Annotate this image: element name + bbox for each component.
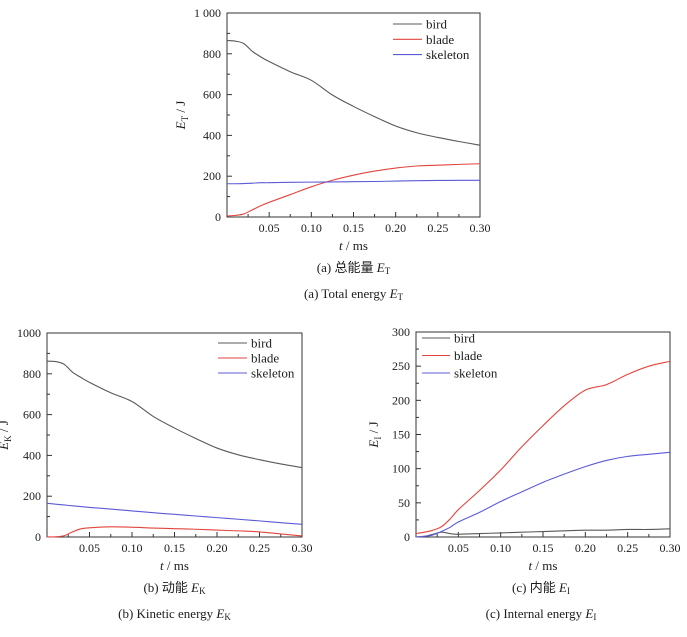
y-tick-label: 0: [215, 210, 221, 224]
x-tick-label: 0.30: [292, 541, 313, 555]
legend-label-skeleton: skeleton: [454, 366, 498, 381]
y-tick-label: 600: [203, 88, 221, 102]
x-tick-label: 0.15: [164, 541, 185, 555]
x-axis-label: t / ms: [160, 558, 189, 573]
caption-total: (a) 总能量 ET (a) Total energy ET: [227, 261, 480, 313]
y-tick-label: 400: [23, 448, 41, 462]
caption-total-zh: (a) 总能量 ET: [316, 260, 391, 276]
curve-bird: [46, 360, 303, 469]
y-axis-label: EK / J: [0, 420, 13, 451]
x-tick-label: 0.20: [575, 541, 596, 555]
y-tick-label: 50: [398, 496, 410, 510]
curve-blade: [46, 526, 303, 538]
plot-kinetic: 0.05 0.10 0.15 0.20 0.25 0.30 0 200 400 600 800 100…: [0, 326, 313, 573]
x-tick-label: 0.10: [122, 541, 143, 555]
y-tick-label: 600: [23, 408, 41, 422]
caption-internal-zh: (c) 内能 EI: [512, 580, 570, 596]
y-tick-label: 100: [392, 462, 410, 476]
caption-kinetic: (b) 动能 EK (b) Kinetic energy EK: [47, 581, 302, 633]
y-tick-label: 300: [392, 325, 410, 339]
y-tick-label: 800: [23, 367, 41, 381]
x-tick-label: 0.25: [427, 221, 448, 235]
curve-blade: [226, 163, 481, 217]
legend-label-blade: blade: [454, 348, 482, 363]
caption-kinetic-zh: (b) 动能 EK: [143, 580, 206, 596]
y-tick-label: 200: [203, 169, 221, 183]
x-tick-label: 0.25: [249, 541, 270, 555]
legend-label-skeleton: skeleton: [251, 366, 295, 381]
y-tick-label: 400: [203, 128, 221, 142]
legend-label-blade: blade: [426, 32, 454, 47]
x-tick-label: 0.05: [79, 541, 100, 555]
y-tick-label: 200: [392, 393, 410, 407]
legend-label-bird: bird: [426, 17, 447, 32]
y-tick-label: 1 000: [194, 6, 221, 20]
x-tick-label: 0.20: [385, 221, 406, 235]
caption-internal: (c) 内能 EI (c) Internal energy EI: [412, 581, 670, 633]
caption-internal-en: (c) Internal energy EI: [485, 606, 597, 622]
x-tick-label: 0.15: [343, 221, 364, 235]
x-tick-label: 0.05: [259, 221, 280, 235]
y-tick-label: 200: [23, 489, 41, 503]
legend-label-bird: bird: [454, 331, 475, 346]
y-axis-label: ET / J: [173, 101, 190, 131]
x-tick-label: 0.05: [448, 541, 469, 555]
x-tick-label: 0.20: [207, 541, 228, 555]
curve-skeleton: [46, 502, 303, 525]
x-tick-label: 0.25: [617, 541, 638, 555]
y-tick-label: 150: [392, 428, 410, 442]
curve-bird: [226, 39, 481, 146]
x-tick-label: 0.15: [533, 541, 554, 555]
chart-kinetic-energy: 0.05 0.10 0.15 0.20 0.25 0.30 0 200 400 600 800 100…: [0, 310, 340, 578]
curve-skeleton: [415, 451, 671, 538]
x-tick-label: 0.30: [470, 221, 491, 235]
curve-skeleton: [226, 179, 481, 185]
plot-total: 0.05 0.10 0.15 0.20 0.25 0.30 0 200 400 600 800 1 0…: [173, 6, 491, 253]
chart-total-energy: 0.05 0.10 0.15 0.20 0.25 0.30 0 200 400 600 800 1 0…: [140, 0, 500, 258]
y-axis-label: EI / J: [366, 421, 383, 448]
chart-internal-energy: 0.05 0.10 0.15 0.20 0.25 0.30 0 50 100 150 200 250 3…: [350, 310, 687, 578]
caption-total-en: (a) Total energy ET: [303, 286, 404, 302]
x-tick-label: 0.30: [660, 541, 681, 555]
caption-kinetic-en: (b) Kinetic energy EK: [118, 606, 231, 622]
legend-label-skeleton: skeleton: [426, 47, 470, 62]
x-axis-label: t / ms: [529, 558, 558, 573]
curve-blade: [415, 360, 671, 535]
y-tick-label: 1000: [17, 326, 41, 340]
x-tick-label: 0.10: [490, 541, 511, 555]
y-tick-label: 800: [203, 47, 221, 61]
y-tick-label: 0: [404, 530, 410, 544]
legend-label-bird: bird: [251, 336, 272, 351]
legend-label-blade: blade: [251, 351, 279, 366]
y-tick-label: 250: [392, 359, 410, 373]
x-tick-label: 0.10: [301, 221, 322, 235]
y-tick-label: 0: [35, 530, 41, 544]
plot-internal: 0.05 0.10 0.15 0.20 0.25 0.30 0 50 100 150 200 250 3…: [366, 325, 681, 573]
x-axis-label: t / ms: [339, 238, 368, 253]
